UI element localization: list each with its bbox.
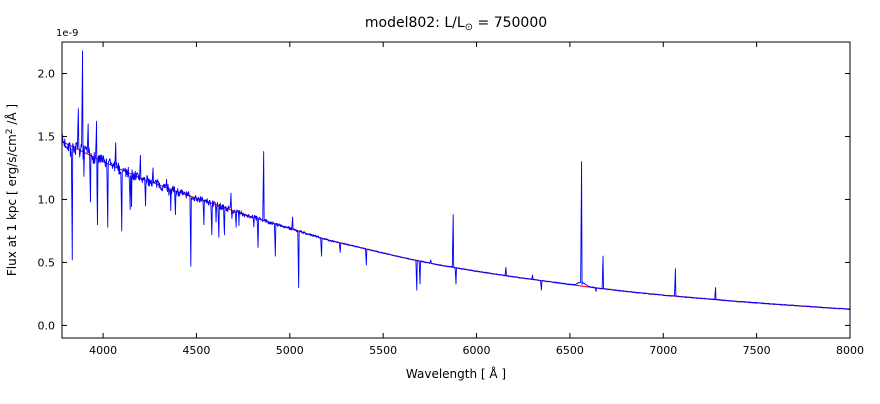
y-tick-label: 2.0 — [38, 67, 56, 80]
x-tick-label: 4500 — [182, 344, 210, 357]
y-offset-text: 1e-9 — [56, 28, 79, 39]
x-tick-label: 5000 — [276, 344, 304, 357]
y-tick-label: 1.0 — [38, 193, 56, 206]
x-tick-label: 4000 — [89, 344, 117, 357]
x-tick-label: 6500 — [556, 344, 584, 357]
y-tick-label: 0.5 — [38, 256, 56, 269]
x-tick-label: 7000 — [649, 344, 677, 357]
x-tick-label: 6000 — [463, 344, 491, 357]
axes-frame — [61, 41, 851, 339]
x-axis-label: Wavelength [ Å ] — [406, 366, 506, 381]
x-tick-label: 8000 — [836, 344, 864, 357]
chart-title: model802: L/L⊙ = 750000 — [365, 15, 547, 33]
y-axis-label: Flux at 1 kpc [ erg/s/cm2 /Å ] — [4, 104, 19, 276]
y-ticks: 0.0 0.5 1.0 1.5 2.0 — [38, 67, 850, 332]
y-tick-label: 0.0 — [38, 319, 56, 332]
y-tick-label: 1.5 — [38, 130, 56, 143]
x-tick-label: 5500 — [369, 344, 397, 357]
spectrum-line — [62, 50, 850, 311]
x-tick-label: 7500 — [743, 344, 771, 357]
x-ticks: 4000 4500 5000 5500 6000 6500 7000 7500 8000 — [89, 42, 864, 357]
